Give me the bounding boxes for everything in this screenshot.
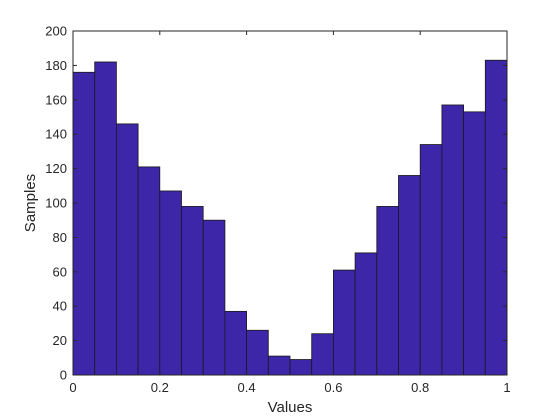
x-tick-label: 0.4	[238, 380, 256, 395]
histogram-bar	[94, 61, 117, 376]
x-axis-label: Values	[268, 399, 313, 416]
x-axis-ticks: 0 0.2 0.4 0.6 0.8 1	[69, 31, 511, 395]
x-tick-label: 0.8	[411, 380, 429, 395]
histogram-bar	[441, 104, 464, 376]
x-tick-label: 0	[69, 380, 76, 395]
histogram-bar	[419, 144, 443, 376]
y-tick-label: 80	[53, 230, 67, 245]
histogram-bar	[246, 329, 269, 376]
x-tick-label: 0.6	[324, 380, 342, 395]
histogram-bar	[72, 71, 96, 376]
y-tick-label: 120	[45, 161, 67, 176]
histogram-bar	[159, 190, 182, 376]
histogram-bar	[202, 219, 226, 376]
histogram-bar	[181, 206, 204, 376]
histogram-bar	[376, 206, 399, 376]
y-tick-label: 160	[45, 92, 67, 107]
y-tick-label: 100	[45, 196, 67, 211]
y-tick-label: 20	[53, 333, 67, 348]
y-tick-label: 60	[53, 264, 67, 279]
y-axis-label: Samples	[22, 174, 39, 232]
histogram-bar	[289, 359, 313, 376]
y-tick-label: 0	[60, 368, 67, 383]
histogram-bar	[311, 333, 334, 376]
histogram-bar	[332, 269, 356, 376]
y-tick-label: 40	[53, 299, 67, 314]
bars-group	[72, 59, 508, 376]
histogram-bar	[484, 59, 508, 376]
histogram-bar	[137, 166, 161, 376]
histogram-bar	[224, 310, 247, 376]
histogram-bar	[463, 111, 486, 376]
y-axis-ticks: 0 20 40 60 80 100 120 140 160 180 200	[45, 24, 507, 383]
y-tick-label: 200	[45, 24, 67, 39]
histogram-bar	[354, 252, 378, 376]
x-tick-label: 0.2	[151, 380, 169, 395]
x-tick-label: 1	[503, 380, 510, 395]
histogram-bar	[398, 175, 421, 376]
histogram-bar	[267, 355, 291, 376]
histogram-bar	[116, 123, 139, 376]
y-tick-label: 180	[45, 58, 67, 73]
y-tick-label: 140	[45, 127, 67, 142]
